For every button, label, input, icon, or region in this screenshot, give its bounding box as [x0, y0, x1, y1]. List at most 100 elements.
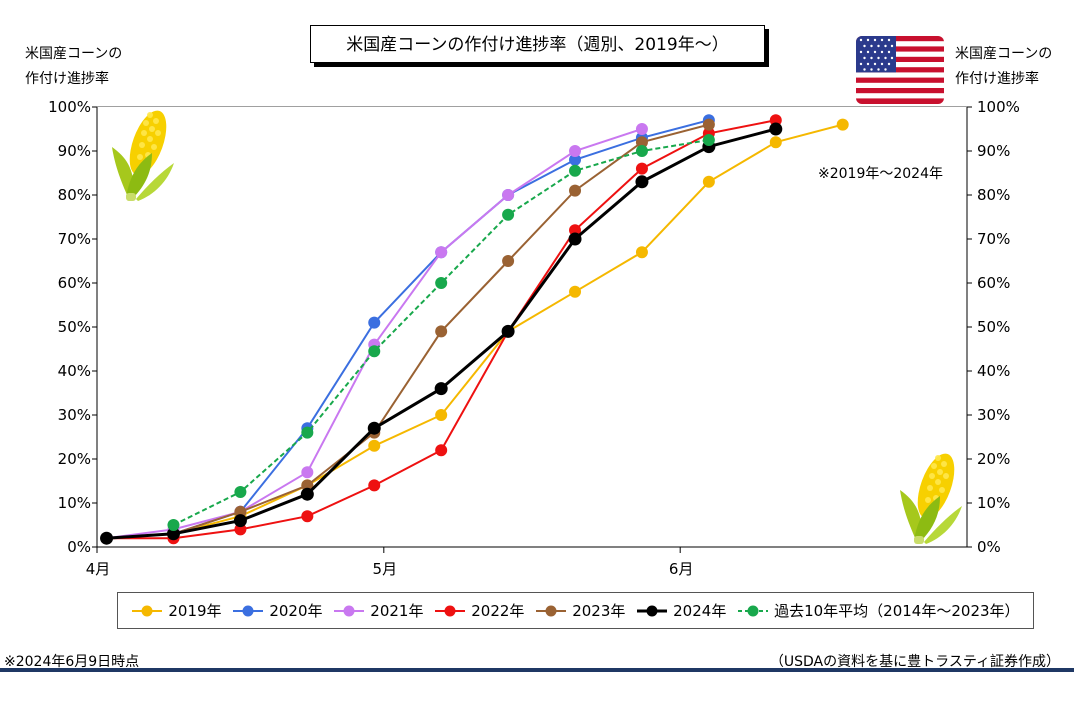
data-point: [233, 514, 247, 528]
data-point: [301, 510, 314, 523]
legend-label: 2024年: [673, 602, 727, 620]
x-tick-label: 6月: [669, 560, 694, 578]
data-point: [569, 145, 582, 157]
data-point: [502, 208, 515, 221]
series-7: [167, 134, 715, 531]
left-axis-title-line-1: 米国産コーンの: [25, 46, 123, 62]
data-point: [635, 145, 648, 157]
legend-swatch: [435, 605, 466, 616]
data-point: [368, 479, 381, 492]
data-point: [100, 531, 114, 545]
legend-label: 2022年: [471, 602, 525, 620]
legend-swatch: [637, 605, 668, 616]
x-tick-label: 5月: [373, 560, 398, 578]
legend-swatch-marker: [444, 605, 456, 616]
series-line: [173, 139, 710, 526]
data-point: [635, 175, 649, 189]
y-tick-label-right: 70%: [977, 230, 1010, 248]
data-point: [234, 523, 247, 536]
y-tick-label-left: 40%: [58, 362, 91, 380]
data-point: [435, 277, 448, 289]
legend-swatch-marker: [747, 605, 759, 616]
legend-swatch-marker: [141, 605, 153, 616]
data-point: [300, 487, 314, 501]
y-tick-label-left: 100%: [48, 98, 91, 116]
legend-item: 2023年: [535, 600, 625, 621]
data-point: [234, 486, 247, 498]
legend-swatch-marker: [242, 605, 254, 616]
data-point: [702, 134, 715, 146]
y-tick-label-left: 0%: [67, 538, 91, 556]
legend: 2019年 2020年 2021年 2022年 2023年 2024年 過去10年平均（20…: [117, 592, 1034, 629]
data-point: [234, 505, 247, 518]
legend-swatch: [132, 605, 163, 616]
data-point: [769, 136, 782, 149]
data-point: [435, 325, 448, 338]
series-6: [100, 122, 783, 545]
legend-swatch: [738, 605, 769, 616]
data-point: [568, 232, 582, 246]
data-point: [166, 527, 180, 541]
legend-swatch: [536, 605, 567, 616]
legend-swatch-marker: [343, 605, 355, 616]
y-tick-label-right: 10%: [977, 494, 1010, 512]
data-point: [702, 118, 715, 131]
data-point: [501, 324, 515, 338]
source-note: （USDAの資料を基に豊トラスティ証券作成）: [769, 654, 1060, 670]
left-axis-title-line-2: 作付け進捗率: [25, 71, 109, 87]
data-point: [635, 136, 648, 149]
left-axis-title: 米国産コーンの 作付け進捗率: [25, 42, 122, 92]
y-tick-label-right: 100%: [977, 98, 1020, 116]
chart-title: 米国産コーンの作付け進捗率（週別、2019年～）: [310, 25, 765, 63]
footnote: ※2024年6月9日時点: [4, 654, 140, 670]
y-tick-label-left: 90%: [58, 142, 91, 160]
right-axis-title-line-1: 米国産コーンの: [955, 46, 1053, 62]
data-point: [368, 345, 381, 358]
data-point: [434, 382, 448, 396]
legend-label: 2023年: [572, 602, 626, 620]
data-point: [635, 246, 648, 259]
legend-label: 2019年: [168, 602, 222, 620]
data-point: [502, 189, 515, 201]
legend-label: 2020年: [269, 602, 323, 620]
y-tick-label-right: 90%: [977, 142, 1010, 160]
series-line: [106, 123, 843, 540]
y-tick-label-left: 80%: [58, 186, 91, 204]
data-point: [502, 255, 515, 267]
data-point: [635, 123, 648, 135]
data-point: [836, 118, 849, 131]
y-tick-label-left: 10%: [58, 494, 91, 512]
data-point: [367, 421, 381, 435]
data-point: [368, 439, 381, 452]
data-point: [769, 114, 782, 127]
data-point: [435, 444, 448, 457]
data-point: [301, 479, 314, 492]
data-point: [435, 409, 448, 421]
data-point: [301, 426, 314, 439]
data-point: [635, 162, 648, 175]
data-point: [301, 466, 314, 479]
corn-icon: [896, 448, 966, 546]
series-line: [106, 123, 710, 540]
legend-swatch-marker: [646, 605, 658, 616]
data-point: [569, 153, 582, 166]
bottom-divider: [0, 668, 1074, 672]
y-tick-label-left: 60%: [58, 274, 91, 292]
legend-item: 2019年: [131, 600, 222, 621]
range-note: ※2019年～2024年: [818, 166, 943, 182]
y-tick-label-left: 50%: [58, 318, 91, 336]
data-point: [569, 285, 582, 298]
y-tick-label-right: 40%: [977, 362, 1010, 380]
legend-swatch: [334, 605, 365, 616]
data-point: [702, 175, 715, 188]
legend-label: 2021年: [370, 602, 424, 620]
x-tick-label: 4月: [86, 560, 111, 578]
y-tick-label-left: 30%: [58, 406, 91, 424]
corn-icon: [108, 105, 178, 203]
legend-item: 2020年: [232, 600, 323, 621]
right-axis-title: 米国産コーンの 作付け進捗率: [955, 42, 1052, 92]
data-point: [569, 184, 582, 197]
legend-item: 2022年: [434, 600, 524, 621]
data-point: [569, 164, 582, 177]
